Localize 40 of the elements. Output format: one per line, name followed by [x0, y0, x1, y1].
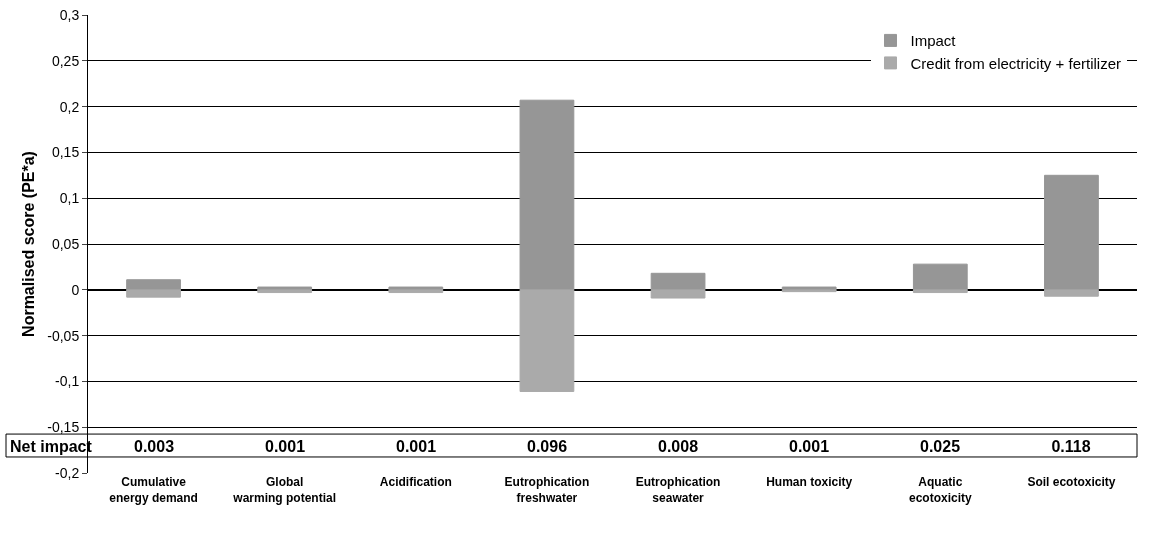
bar: [650, 272, 706, 291]
y-tick-label: 0,1: [59, 190, 80, 207]
legend-label: Credit from electricity + fertilizer: [910, 54, 1121, 72]
y-tick-label: 0,3: [59, 6, 80, 23]
legend-label: Impact: [910, 32, 957, 50]
y-axis-title: Normalised score (PE*a): [20, 151, 38, 337]
y-tick-label: -0,1: [55, 373, 80, 390]
y-tick-label: 0,05: [51, 235, 80, 252]
y-tick-label: 0,15: [51, 144, 80, 161]
x-tick-label: Eutrophication seawater: [635, 475, 721, 505]
y-tick-label: 0: [71, 281, 80, 298]
annotation: 0.001: [395, 437, 437, 455]
y-tick-label: 0,25: [51, 52, 80, 69]
y-tick-label: -0,05: [47, 327, 80, 344]
annotation: 0.008: [657, 437, 699, 455]
bar: [126, 289, 181, 298]
annotation: 0.001: [788, 437, 830, 455]
x-tick-label: Cumulative energy demand: [109, 475, 198, 505]
x-tick-label: Global warming potential: [232, 475, 337, 505]
x-tick-label: Acidification: [379, 475, 452, 489]
annotation: 0.118: [1051, 437, 1091, 455]
x-tick-label: Soil ecotoxicity: [1027, 475, 1116, 489]
x-tick-label: Human toxicity: [766, 475, 853, 489]
bar: [519, 99, 575, 291]
annotation: 0.025: [919, 437, 961, 455]
y-tick-label: 0,2: [59, 98, 80, 115]
annotation: 0.003: [133, 437, 175, 455]
bar: [126, 279, 181, 291]
x-tick-label: Aquatic ecotoxicity: [908, 475, 972, 505]
annotation: 0.096: [526, 437, 568, 455]
bar: [650, 289, 706, 299]
y-tick-label: -0,2: [55, 464, 80, 481]
x-tick-label: Eutrophication freshwater: [504, 475, 590, 505]
bar: [1044, 289, 1099, 297]
bar: [912, 263, 968, 291]
annotation: 0.001: [264, 437, 306, 455]
y-tick-label: -0,15: [47, 419, 80, 436]
bar: [912, 289, 968, 294]
bar: [519, 289, 575, 392]
bar: [1044, 174, 1099, 291]
